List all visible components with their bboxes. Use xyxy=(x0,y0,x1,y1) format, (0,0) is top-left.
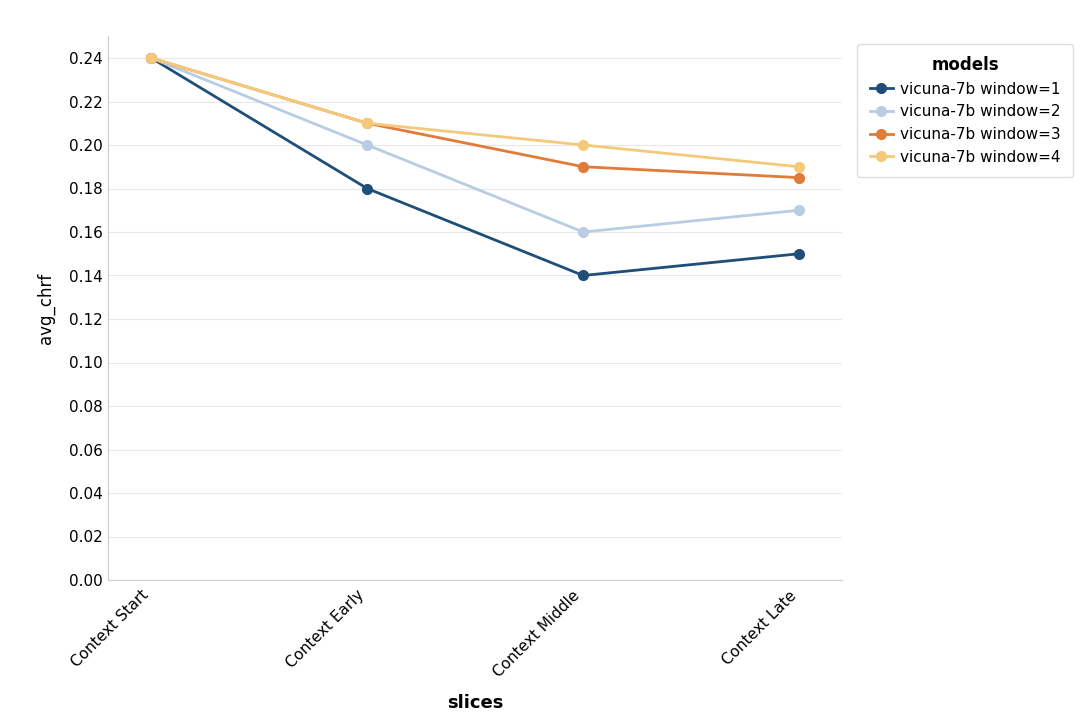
vicuna-7b window=1 xyxy=(793,249,806,258)
Line: vicuna-7b window=4: vicuna-7b window=4 xyxy=(146,53,805,172)
vicuna-7b window=2 xyxy=(793,206,806,215)
vicuna-7b window=1 xyxy=(145,54,158,62)
vicuna-7b window=4 xyxy=(361,119,374,128)
Line: vicuna-7b window=1: vicuna-7b window=1 xyxy=(146,53,805,281)
Y-axis label: avg_chrf: avg_chrf xyxy=(37,273,55,344)
vicuna-7b window=4 xyxy=(793,162,806,171)
Line: vicuna-7b window=3: vicuna-7b window=3 xyxy=(146,53,805,183)
vicuna-7b window=3 xyxy=(361,119,374,128)
Line: vicuna-7b window=2: vicuna-7b window=2 xyxy=(146,53,805,237)
vicuna-7b window=3 xyxy=(577,162,590,171)
vicuna-7b window=3 xyxy=(793,173,806,182)
vicuna-7b window=3 xyxy=(145,54,158,62)
vicuna-7b window=4 xyxy=(577,141,590,149)
vicuna-7b window=2 xyxy=(577,228,590,236)
vicuna-7b window=4 xyxy=(145,54,158,62)
X-axis label: slices: slices xyxy=(447,694,503,712)
Legend: vicuna-7b window=1, vicuna-7b window=2, vicuna-7b window=3, vicuna-7b window=4: vicuna-7b window=1, vicuna-7b window=2, … xyxy=(858,44,1074,177)
vicuna-7b window=2 xyxy=(145,54,158,62)
vicuna-7b window=1 xyxy=(577,271,590,280)
vicuna-7b window=1 xyxy=(361,184,374,193)
vicuna-7b window=2 xyxy=(361,141,374,149)
